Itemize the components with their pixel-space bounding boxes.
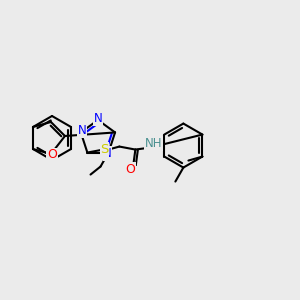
Text: N: N (94, 112, 102, 125)
Text: S: S (100, 143, 109, 156)
Text: N: N (77, 124, 86, 137)
Text: NH: NH (145, 137, 162, 150)
Text: N: N (103, 147, 112, 160)
Text: O: O (47, 148, 57, 161)
Text: O: O (125, 163, 135, 176)
